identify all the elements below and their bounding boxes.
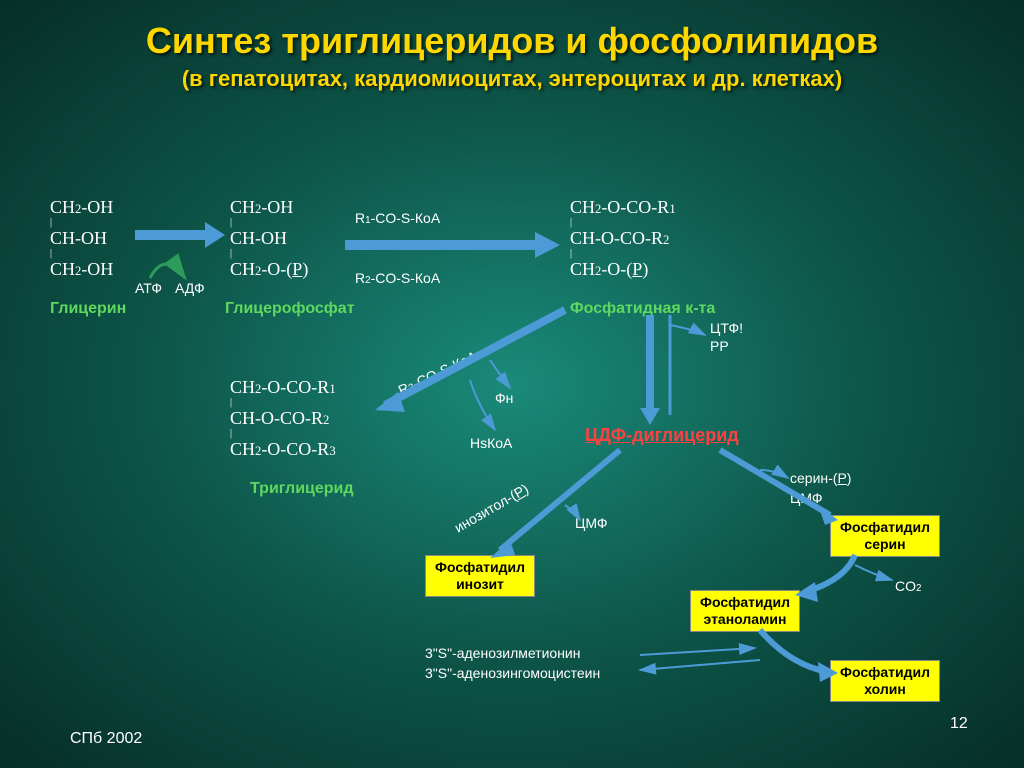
co2-label: CO2 (895, 578, 921, 594)
phosphatidyl-inositol-box: Фосфатидилинозит (425, 555, 535, 597)
glycerin-label: Глицерин (50, 300, 126, 318)
sam-label: 3"S"-аденозилметионин (425, 645, 580, 661)
phosphatidyl-choline-box: Фосфатидилхолин (830, 660, 940, 702)
slide-number: 12 (950, 715, 968, 733)
glycerophosphate-label: Глицерофосфат (225, 300, 355, 318)
glycerophosphate-formula: CH2-OH | CH-OH | CH2-O-(Р) (230, 195, 308, 283)
r2koa-label: R2-CO-S-КоА (355, 270, 440, 286)
triglyceride-formula: CH2-O-CO-R1 | CH-O-CO-R2 | CH2-O-CO-R3 (230, 375, 336, 463)
sah-label: 3"S"-аденозингомоцистеин (425, 665, 600, 681)
serinp-label: серин-(Р) (790, 470, 851, 486)
adp-label: АДФ (175, 280, 205, 296)
pp-label: РР (710, 338, 729, 354)
footer-text: СПб 2002 (70, 730, 142, 748)
triglyceride-label: Триглицерид (250, 480, 354, 498)
cdp-diglyceride-label: ЦДФ-диглицерид (585, 425, 739, 446)
phosphatidyl-ethanolamine-box: Фосфатидилэтаноламин (690, 590, 800, 632)
hskoa-label: HsКоА (470, 435, 512, 451)
ctf-label: ЦТФ! (710, 320, 743, 336)
phosphatidyl-serine-box: Фосфатидилсерин (830, 515, 940, 557)
cmf2-label: ЦМФ (790, 490, 823, 506)
fn-label: Фн (495, 390, 513, 406)
slide-subtitle: (в гепатоцитах, кардиомиоцитах, энтероци… (0, 66, 1024, 92)
glycerin-formula: CH2-OH | CH-OH | CH2-OH (50, 195, 113, 283)
slide-title: Синтез триглицеридов и фосфолипидов (0, 0, 1024, 62)
cmf1-label: ЦМФ (575, 515, 608, 531)
atp-label: АТФ (135, 280, 162, 296)
phosphatidic-label: Фосфатидная к-та (570, 300, 715, 318)
r3koa-label: R3-CO-S-КоА (396, 348, 480, 399)
inositolp-label: инозитол-(Р) (452, 480, 532, 535)
phosphatidic-formula: CH2-O-CO-R1 | CH-O-CO-R2 | CH2-O-(Р) (570, 195, 676, 283)
r1koa-label: R1-CO-S-КоА (355, 210, 440, 226)
